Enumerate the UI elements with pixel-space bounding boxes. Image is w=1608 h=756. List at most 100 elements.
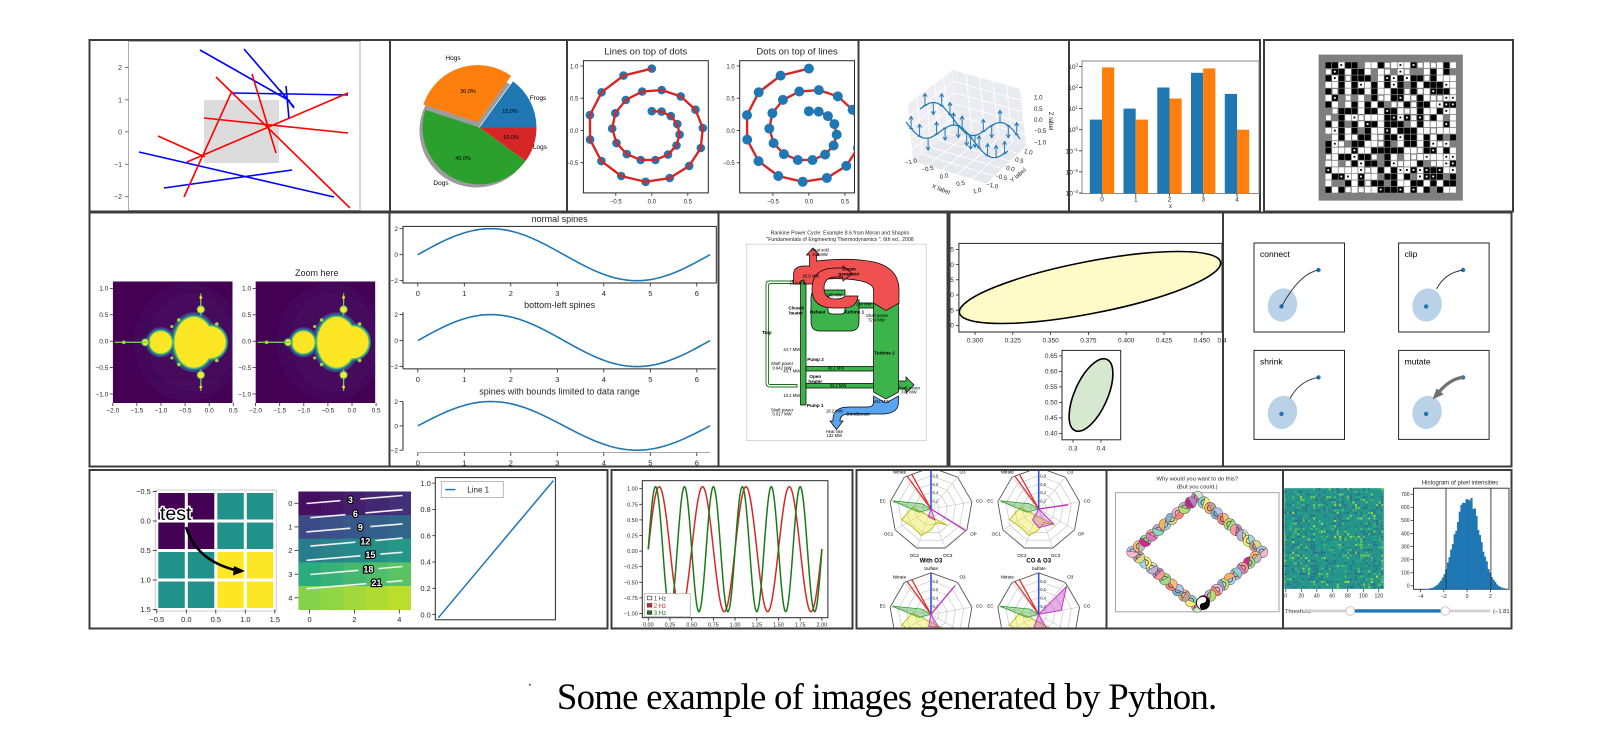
svg-text:6: 6	[695, 289, 699, 298]
svg-text:−1.0: −1.0	[155, 408, 168, 415]
svg-text:3: 3	[555, 459, 559, 468]
svg-text:Shaft power: Shaft power	[898, 386, 921, 391]
svg-text:−0.5: −0.5	[149, 615, 164, 624]
svg-text:Shaft power: Shaft power	[771, 408, 794, 413]
svg-text:5: 5	[648, 375, 652, 384]
svg-text:EC: EC	[987, 498, 994, 503]
svg-text:−1.0: −1.0	[297, 408, 310, 415]
svg-text:4: 4	[602, 459, 606, 468]
svg-text:0.4: 0.4	[1040, 596, 1046, 601]
svg-text:10−1: 10−1	[1066, 147, 1079, 156]
svg-text:Trap: Trap	[762, 330, 772, 335]
svg-text:Logs: Logs	[533, 144, 548, 151]
svg-text:−0.5: −0.5	[179, 408, 192, 415]
svg-text:generator: generator	[838, 271, 859, 276]
svg-text:2: 2	[1168, 197, 1172, 204]
svg-text:1.00: 1.00	[730, 623, 741, 629]
svg-text:0.50: 0.50	[1045, 400, 1058, 407]
svg-text:0.5: 0.5	[841, 199, 850, 205]
svg-text:72.4 MW: 72.4 MW	[868, 318, 885, 323]
svg-text:1: 1	[462, 459, 466, 468]
svg-text:0.017 MW: 0.017 MW	[772, 412, 791, 417]
svg-text:5: 5	[950, 277, 954, 284]
svg-text:0.8: 0.8	[1040, 474, 1046, 479]
svg-text:0.5: 0.5	[242, 312, 251, 319]
svg-text:0.0: 0.0	[420, 610, 430, 619]
svg-text:Histogram of pixel intensities: Histogram of pixel intensities	[1422, 481, 1498, 487]
svg-text:O3: O3	[1067, 575, 1074, 580]
svg-text:4: 4	[602, 289, 606, 298]
svg-text:2: 2	[394, 399, 398, 406]
svg-text:40: 40	[1314, 594, 1320, 600]
svg-text:−1.5: −1.5	[130, 408, 143, 415]
svg-text:−0.5: −0.5	[610, 199, 623, 205]
svg-text:−0.5: −0.5	[136, 487, 151, 496]
svg-text:0.375: 0.375	[1080, 338, 1097, 345]
svg-text:Nitrate: Nitrate	[893, 575, 907, 580]
svg-text:0.4: 0.4	[933, 490, 939, 495]
svg-text:65.6 MW: 65.6 MW	[803, 274, 820, 279]
svg-text:1 Hz: 1 Hz	[654, 597, 666, 603]
svg-text:0: 0	[950, 323, 954, 330]
svg-text:Rankine Power Cycle: Example 8: Rankine Power Cycle: Example 8.6 from Mo…	[771, 231, 910, 237]
svg-text:1.0: 1.0	[99, 286, 108, 293]
svg-text:CO & O3: CO & O3	[1026, 558, 1051, 564]
svg-text:Pump 1: Pump 1	[807, 403, 824, 408]
svg-text:−0.5: −0.5	[723, 161, 736, 167]
svg-text:21: 21	[371, 578, 381, 588]
svg-text:18.8 MW: 18.8 MW	[790, 281, 807, 286]
svg-text:CO: CO	[1084, 604, 1091, 609]
svg-text:371 MW: 371 MW	[901, 390, 917, 395]
svg-text:1: 1	[288, 523, 292, 532]
svg-text:0.425: 0.425	[1156, 338, 1173, 345]
svg-text:0.0: 0.0	[939, 172, 949, 181]
svg-text:"Fundamentals of Engineering T: "Fundamentals of Engineering Thermodynam…	[766, 237, 913, 243]
svg-text:0.5: 0.5	[1034, 106, 1043, 113]
svg-text:5: 5	[648, 289, 652, 298]
svg-text:−0.75: −0.75	[624, 596, 638, 602]
svg-text:0: 0	[394, 252, 398, 259]
svg-text:−0.5: −0.5	[767, 199, 780, 205]
svg-text:0.6: 0.6	[1040, 482, 1046, 487]
svg-text:3: 3	[1201, 197, 1205, 204]
svg-text:Open: Open	[809, 374, 821, 379]
svg-text:6: 6	[695, 459, 699, 468]
svg-text:0.350: 0.350	[1042, 338, 1059, 345]
svg-text:Sulfate: Sulfate	[1032, 566, 1047, 571]
svg-text:0.4: 0.4	[1096, 445, 1105, 452]
svg-text:EC: EC	[880, 498, 887, 503]
svg-text:240 MW: 240 MW	[856, 302, 872, 307]
svg-text:0.400: 0.400	[1118, 338, 1135, 345]
svg-text:1.50: 1.50	[773, 623, 784, 629]
svg-text:OC2: OC2	[1017, 553, 1027, 558]
svg-text:18.2 MW: 18.2 MW	[826, 408, 843, 413]
svg-text:10−3: 10−3	[1066, 189, 1079, 198]
svg-text:−0.5: −0.5	[567, 161, 580, 167]
svg-text:1.0: 1.0	[972, 187, 982, 196]
svg-text:9: 9	[358, 522, 363, 532]
svg-text:0.8: 0.8	[420, 505, 430, 514]
svg-text:3: 3	[288, 570, 292, 579]
svg-text:0.0: 0.0	[181, 615, 191, 624]
svg-text:0.6: 0.6	[1040, 587, 1046, 592]
svg-text:Closed: Closed	[788, 306, 804, 311]
svg-text:3: 3	[348, 495, 353, 505]
svg-text:0.0: 0.0	[726, 129, 735, 135]
svg-text:EC: EC	[987, 604, 994, 609]
svg-text:0.00: 0.00	[627, 549, 638, 555]
svg-text:2: 2	[288, 546, 292, 555]
svg-text:CO: CO	[976, 498, 983, 503]
svg-text:44.7 MW: 44.7 MW	[783, 347, 800, 352]
svg-text:Heat rate: Heat rate	[826, 429, 844, 434]
svg-text:1.5: 1.5	[140, 605, 150, 614]
svg-text:4: 4	[397, 615, 401, 624]
svg-text:0.2: 0.2	[420, 584, 430, 593]
svg-text:45.0%: 45.0%	[455, 156, 471, 162]
svg-text:5: 5	[950, 307, 954, 314]
svg-text:−1.5: −1.5	[273, 408, 286, 415]
svg-text:Frogs: Frogs	[530, 95, 547, 102]
svg-text:Threshold: Threshold	[1285, 609, 1311, 615]
svg-text:1.5: 1.5	[270, 615, 280, 624]
svg-text:103: 103	[1068, 62, 1078, 71]
svg-text:120: 120	[1374, 594, 1383, 600]
